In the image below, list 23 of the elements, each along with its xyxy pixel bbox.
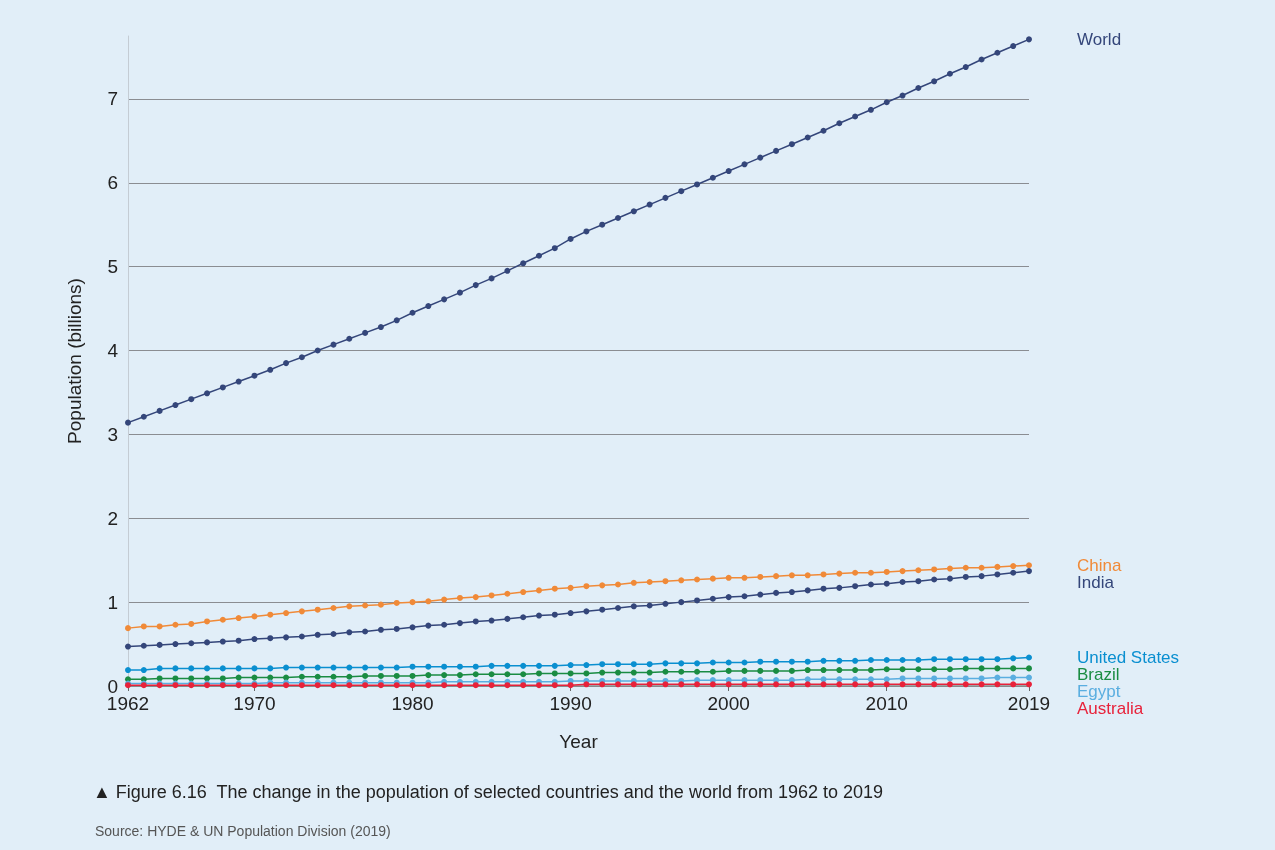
text: ▲ Figure 6.16 The change in the population of selected countries and the world from 1962 to 2019	[93, 782, 883, 802]
y-axis-title: Population (billions)	[64, 278, 85, 444]
y-tick-label: 5	[107, 256, 118, 278]
text: Egypt	[1077, 681, 1121, 701]
x-tick-label: 2019	[1007, 693, 1051, 714]
y-tick-label: 2	[107, 507, 118, 529]
y-tick-label: 6	[107, 172, 118, 194]
text: India	[1077, 572, 1115, 592]
y-tick-label: 3	[107, 423, 118, 445]
x-tick-label: 1990	[549, 693, 592, 714]
text: Brazil	[1077, 664, 1120, 684]
y-tick-label: 7	[107, 88, 118, 110]
text: United States	[1077, 647, 1180, 667]
y-tick-label: 4	[107, 340, 119, 362]
source-note: Source: HYDE & UN Population Division (2019)	[95, 823, 391, 839]
text: World	[1077, 29, 1122, 49]
x-tick-label: 2000	[707, 693, 750, 714]
x-tick-label: 1970	[233, 693, 276, 714]
y-tick-label: 1	[107, 591, 118, 613]
text: China	[1077, 555, 1122, 575]
x-tick-label: 2010	[865, 693, 908, 714]
x-axis-title: Year	[559, 731, 599, 752]
x-tick-label: 1980	[391, 693, 434, 714]
